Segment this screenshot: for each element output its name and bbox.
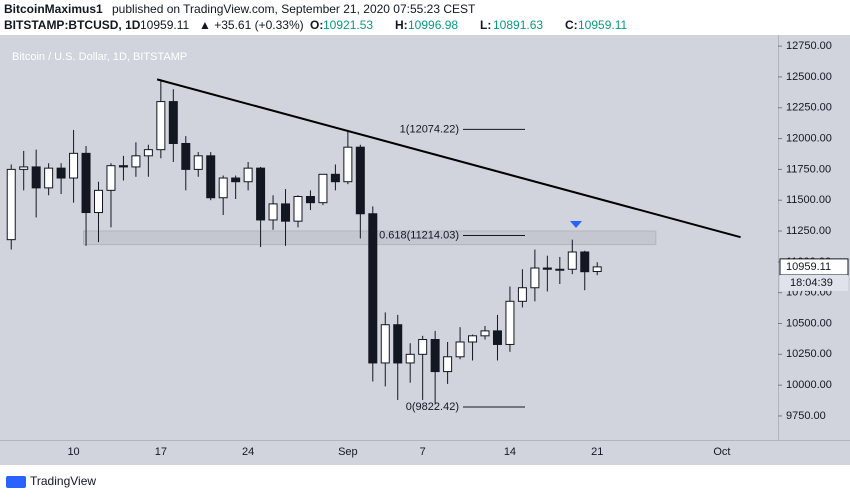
candle-body [455, 341, 465, 358]
candle-body [542, 267, 552, 270]
candle-body [31, 166, 41, 189]
fib-label: 0.618(11214.03) [379, 229, 459, 241]
candle-body [480, 330, 490, 337]
countdown: 18:04:39 [790, 277, 833, 289]
brand: TradingView [30, 474, 96, 488]
candle-body [181, 142, 191, 170]
change: ▲ +35.61 (+0.33%) [199, 18, 304, 32]
candle-body [393, 324, 403, 364]
candle-body [168, 101, 178, 144]
chart-background [0, 35, 850, 465]
candle-body [592, 266, 602, 273]
candle-body [368, 213, 378, 364]
ohlc-key: C: [565, 18, 578, 32]
ohlc-value: 10959.11 [578, 18, 627, 32]
candle-body [206, 155, 216, 199]
fib-label: 1(12074.22) [400, 123, 459, 135]
fib-label: 0(9822.42) [406, 401, 459, 413]
y-tick-label: 12500.00 [786, 71, 832, 83]
candle-body [468, 335, 478, 343]
candle-body [492, 330, 502, 345]
candle-body [330, 173, 340, 183]
y-tick-label: 11500.00 [786, 194, 831, 206]
candle-body [218, 177, 228, 199]
ohlc-key: L: [480, 18, 491, 32]
candle-body [243, 167, 253, 183]
candle-body [143, 149, 153, 157]
published: published on TradingView.com, September … [112, 2, 476, 16]
candle-body [268, 203, 278, 221]
candle-body [555, 268, 565, 271]
candle-body [131, 155, 141, 168]
y-tick-label: 10000.00 [786, 379, 832, 391]
candle-body [293, 196, 303, 222]
candle-body [19, 166, 29, 170]
x-tick-label: 17 [155, 446, 167, 458]
candle-body [81, 152, 91, 214]
candle-body [405, 353, 415, 364]
y-tick-label: 10250.00 [786, 348, 832, 360]
countdown-box [780, 274, 848, 291]
candle-body [56, 167, 66, 179]
x-tick-label: 14 [504, 446, 516, 458]
candle-body [106, 165, 116, 191]
candle-body [567, 251, 577, 270]
candle-body [530, 267, 540, 289]
candle-body [118, 165, 128, 168]
author: BitcoinMaximus1 [4, 2, 103, 16]
candle-body [6, 168, 16, 241]
candle-body [580, 251, 590, 273]
ohlc-key: H: [395, 18, 408, 32]
x-tick-label: Oct [713, 446, 730, 458]
price-tag-label: 10959.11 [786, 261, 831, 273]
candle-body [343, 146, 353, 183]
y-tick-label: 9750.00 [786, 410, 826, 422]
y-tick-label: 12250.00 [786, 102, 832, 114]
y-tick-label: 12000.00 [786, 132, 832, 144]
candle-body [430, 339, 440, 373]
symbol: BITSTAMP:BTCUSD, 1D [4, 18, 141, 32]
candle-body [156, 101, 166, 151]
candle-body [231, 177, 241, 183]
candle-body [69, 152, 79, 179]
x-tick-label: 10 [67, 446, 79, 458]
chart-title: Bitcoin / U.S. Dollar, 1D, BITSTAMP [12, 51, 187, 63]
candle-body [305, 196, 315, 204]
candle-body [318, 173, 328, 204]
candle-body [193, 155, 203, 170]
ohlc-value: 10921.53 [323, 18, 373, 32]
candle-body [44, 167, 54, 189]
candle-body [443, 356, 453, 373]
logo-icon [6, 476, 26, 488]
y-tick-label: 12750.00 [786, 40, 832, 52]
x-tick-label: Sep [338, 446, 358, 458]
arrow-marker [570, 221, 582, 228]
x-tick-label: 21 [591, 446, 603, 458]
last-price: 10959.11 [140, 18, 189, 32]
candle-body [517, 287, 527, 302]
y-tick-label: 11750.00 [786, 163, 831, 175]
candle-body [94, 189, 104, 214]
candle-body [281, 203, 291, 222]
ohlc-value: 10996.98 [408, 18, 458, 32]
x-tick-label: 24 [242, 446, 254, 458]
ohlc-value: 10891.63 [493, 18, 543, 32]
x-tick-label: 7 [420, 446, 426, 458]
trendline [156, 78, 741, 239]
y-tick-label: 11250.00 [786, 225, 831, 237]
candle-body [355, 146, 365, 215]
candle-body [256, 167, 266, 221]
candle-body [380, 324, 390, 364]
ohlc-key: O: [310, 18, 323, 32]
y-tick-label: 10500.00 [786, 317, 832, 329]
footer-logo: TradingView [6, 474, 96, 488]
candle-body [505, 300, 515, 345]
candle-body [418, 339, 428, 355]
